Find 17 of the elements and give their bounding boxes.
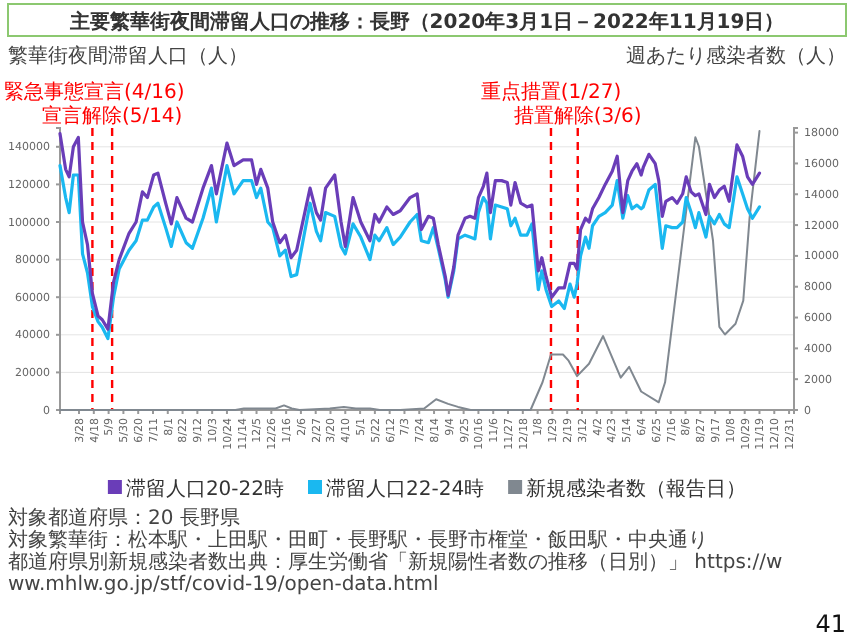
y2-axis-title: 週あたり感染者数（人） — [626, 44, 846, 68]
line-series — [59, 130, 761, 411]
line-series — [58, 164, 762, 341]
legend-label: 滞留人口20-22時 — [125, 477, 284, 501]
text: 対象都道府県：20 長野県 — [8, 506, 240, 530]
y-axis-title: 繁華街夜間滞留人口（人） — [8, 44, 248, 68]
text: 41 — [815, 610, 846, 638]
line-series — [58, 132, 762, 331]
chart-title: 主要繁華街夜間滞留人口の推移：長野（2020年3月1日－2022年11月19日） — [67, 10, 785, 34]
ref-line-label: 宣言解除(5/14) — [41, 104, 183, 128]
legend-label: 滞留人口22-24時 — [326, 477, 485, 501]
text: 対象繁華街：松本駅・上田駅・田町・長野駅・長野市権堂・飯田駅・中央通り — [8, 528, 708, 552]
text: 都道府県別新規感染者数出典：厚生労働省「新規陽性者数の推移（日別）」 https://www.mhlw.go.jp/stf/covid-19/open-data.html — [8, 550, 783, 596]
ref-line-label: 重点措置(1/27) — [480, 80, 622, 104]
legend-label: 新規感染者数（報告日） — [526, 477, 747, 501]
ref-line-label: 措置解除(3/6) — [513, 104, 642, 128]
ref-line-label: 緊急事態宣言(4/16) — [4, 80, 185, 104]
